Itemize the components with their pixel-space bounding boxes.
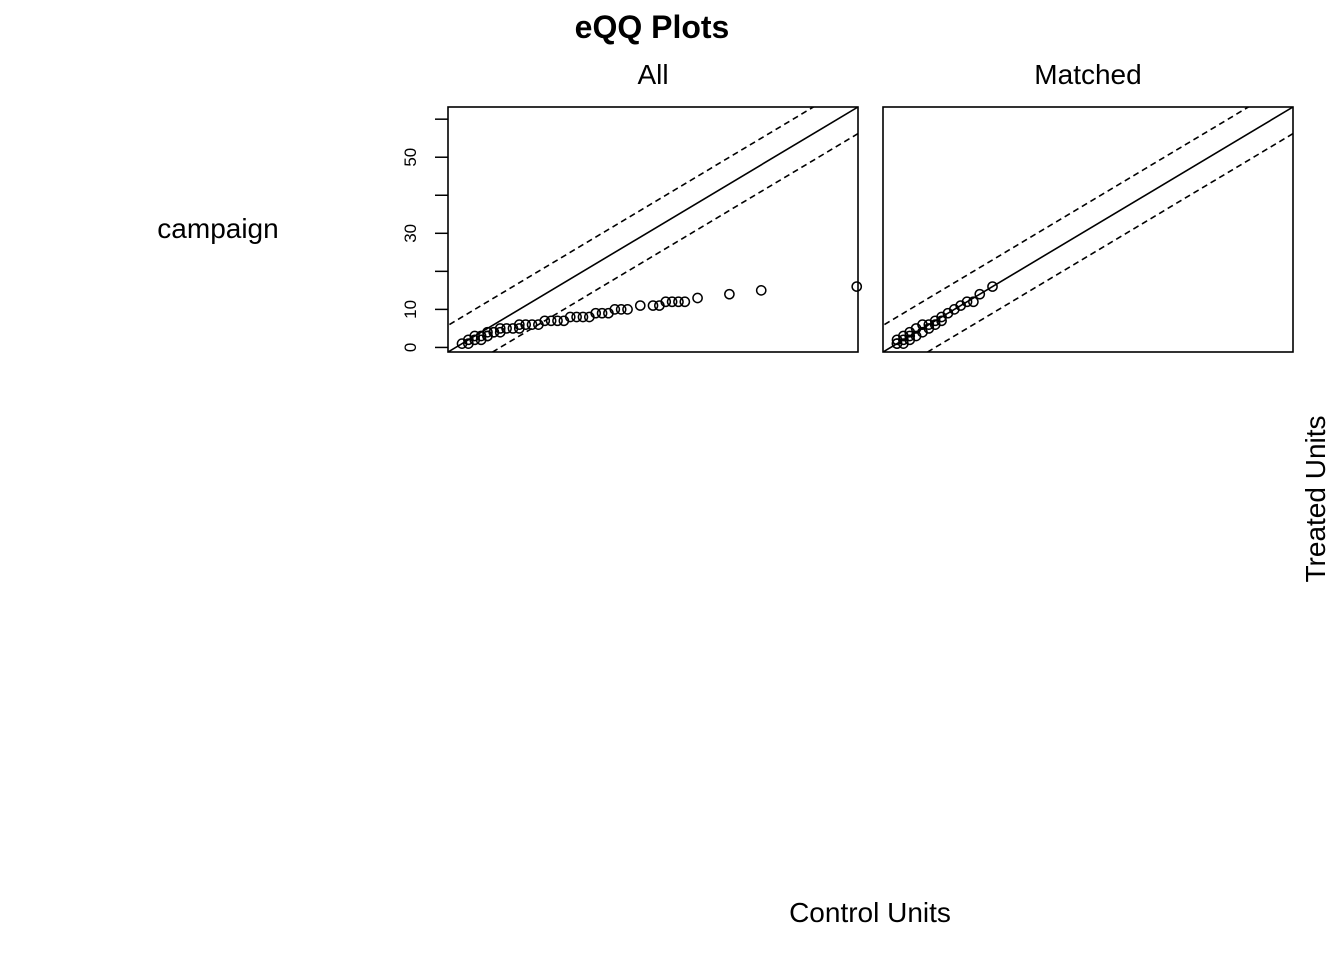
panel-title: Matched: [1034, 59, 1141, 90]
identity-line: [883, 107, 1293, 352]
data-point: [526, 319, 538, 330]
data-point: [520, 319, 532, 330]
data-point: [539, 315, 551, 327]
reference-lines: [448, 107, 858, 352]
data-point: [724, 288, 735, 300]
data-point: [974, 288, 986, 300]
data-point: [609, 304, 621, 315]
data-point: [673, 296, 684, 308]
data-point: [482, 326, 493, 338]
data-point: [679, 296, 691, 308]
y-tick-label: 50: [401, 148, 420, 167]
panel-frame: [882, 106, 1294, 353]
y-tick-label: 30: [401, 224, 420, 243]
panels: All 0 10 30 50 Matched: [401, 59, 1294, 353]
data-point: [590, 307, 602, 319]
data-point: [494, 323, 506, 334]
panel-frame: [447, 106, 859, 353]
lower-band-line: [491, 132, 858, 352]
data-point: [987, 281, 998, 292]
data-points: [456, 281, 863, 349]
data-point: [564, 311, 576, 323]
data-point: [961, 296, 973, 308]
data-point: [647, 300, 659, 311]
variable-label: campaign: [157, 213, 278, 244]
data-point: [545, 315, 557, 327]
data-point: [622, 304, 633, 315]
data-point: [666, 296, 678, 308]
data-point: [634, 300, 646, 311]
data-point: [596, 307, 608, 319]
data-point: [660, 296, 672, 308]
identity-line: [448, 107, 858, 352]
data-point: [513, 319, 525, 330]
data-point: [615, 304, 627, 315]
data-point: [501, 323, 512, 334]
panel-all: All 0 10 30 50: [401, 59, 863, 353]
y-axis-title: Treated Units: [1300, 415, 1331, 582]
y-tick-label: 10: [401, 300, 420, 319]
data-point: [904, 330, 916, 342]
data-point: [577, 311, 589, 323]
lower-band-line: [926, 132, 1293, 352]
panel-matched: Matched: [882, 59, 1294, 353]
x-axis-title: Control Units: [789, 897, 951, 928]
data-point: [851, 281, 863, 292]
y-axis: 0 10 30 50: [401, 118, 448, 352]
data-point: [936, 315, 947, 327]
y-tick-label: 0: [401, 343, 420, 352]
panel-title: All: [637, 59, 668, 90]
data-point: [755, 285, 767, 296]
chart-title: eQQ Plots: [575, 9, 730, 45]
data-point: [968, 296, 979, 308]
data-point: [692, 292, 703, 304]
reference-lines: [883, 107, 1293, 352]
data-points: [891, 281, 998, 349]
data-point: [552, 315, 563, 327]
data-point: [571, 311, 582, 323]
